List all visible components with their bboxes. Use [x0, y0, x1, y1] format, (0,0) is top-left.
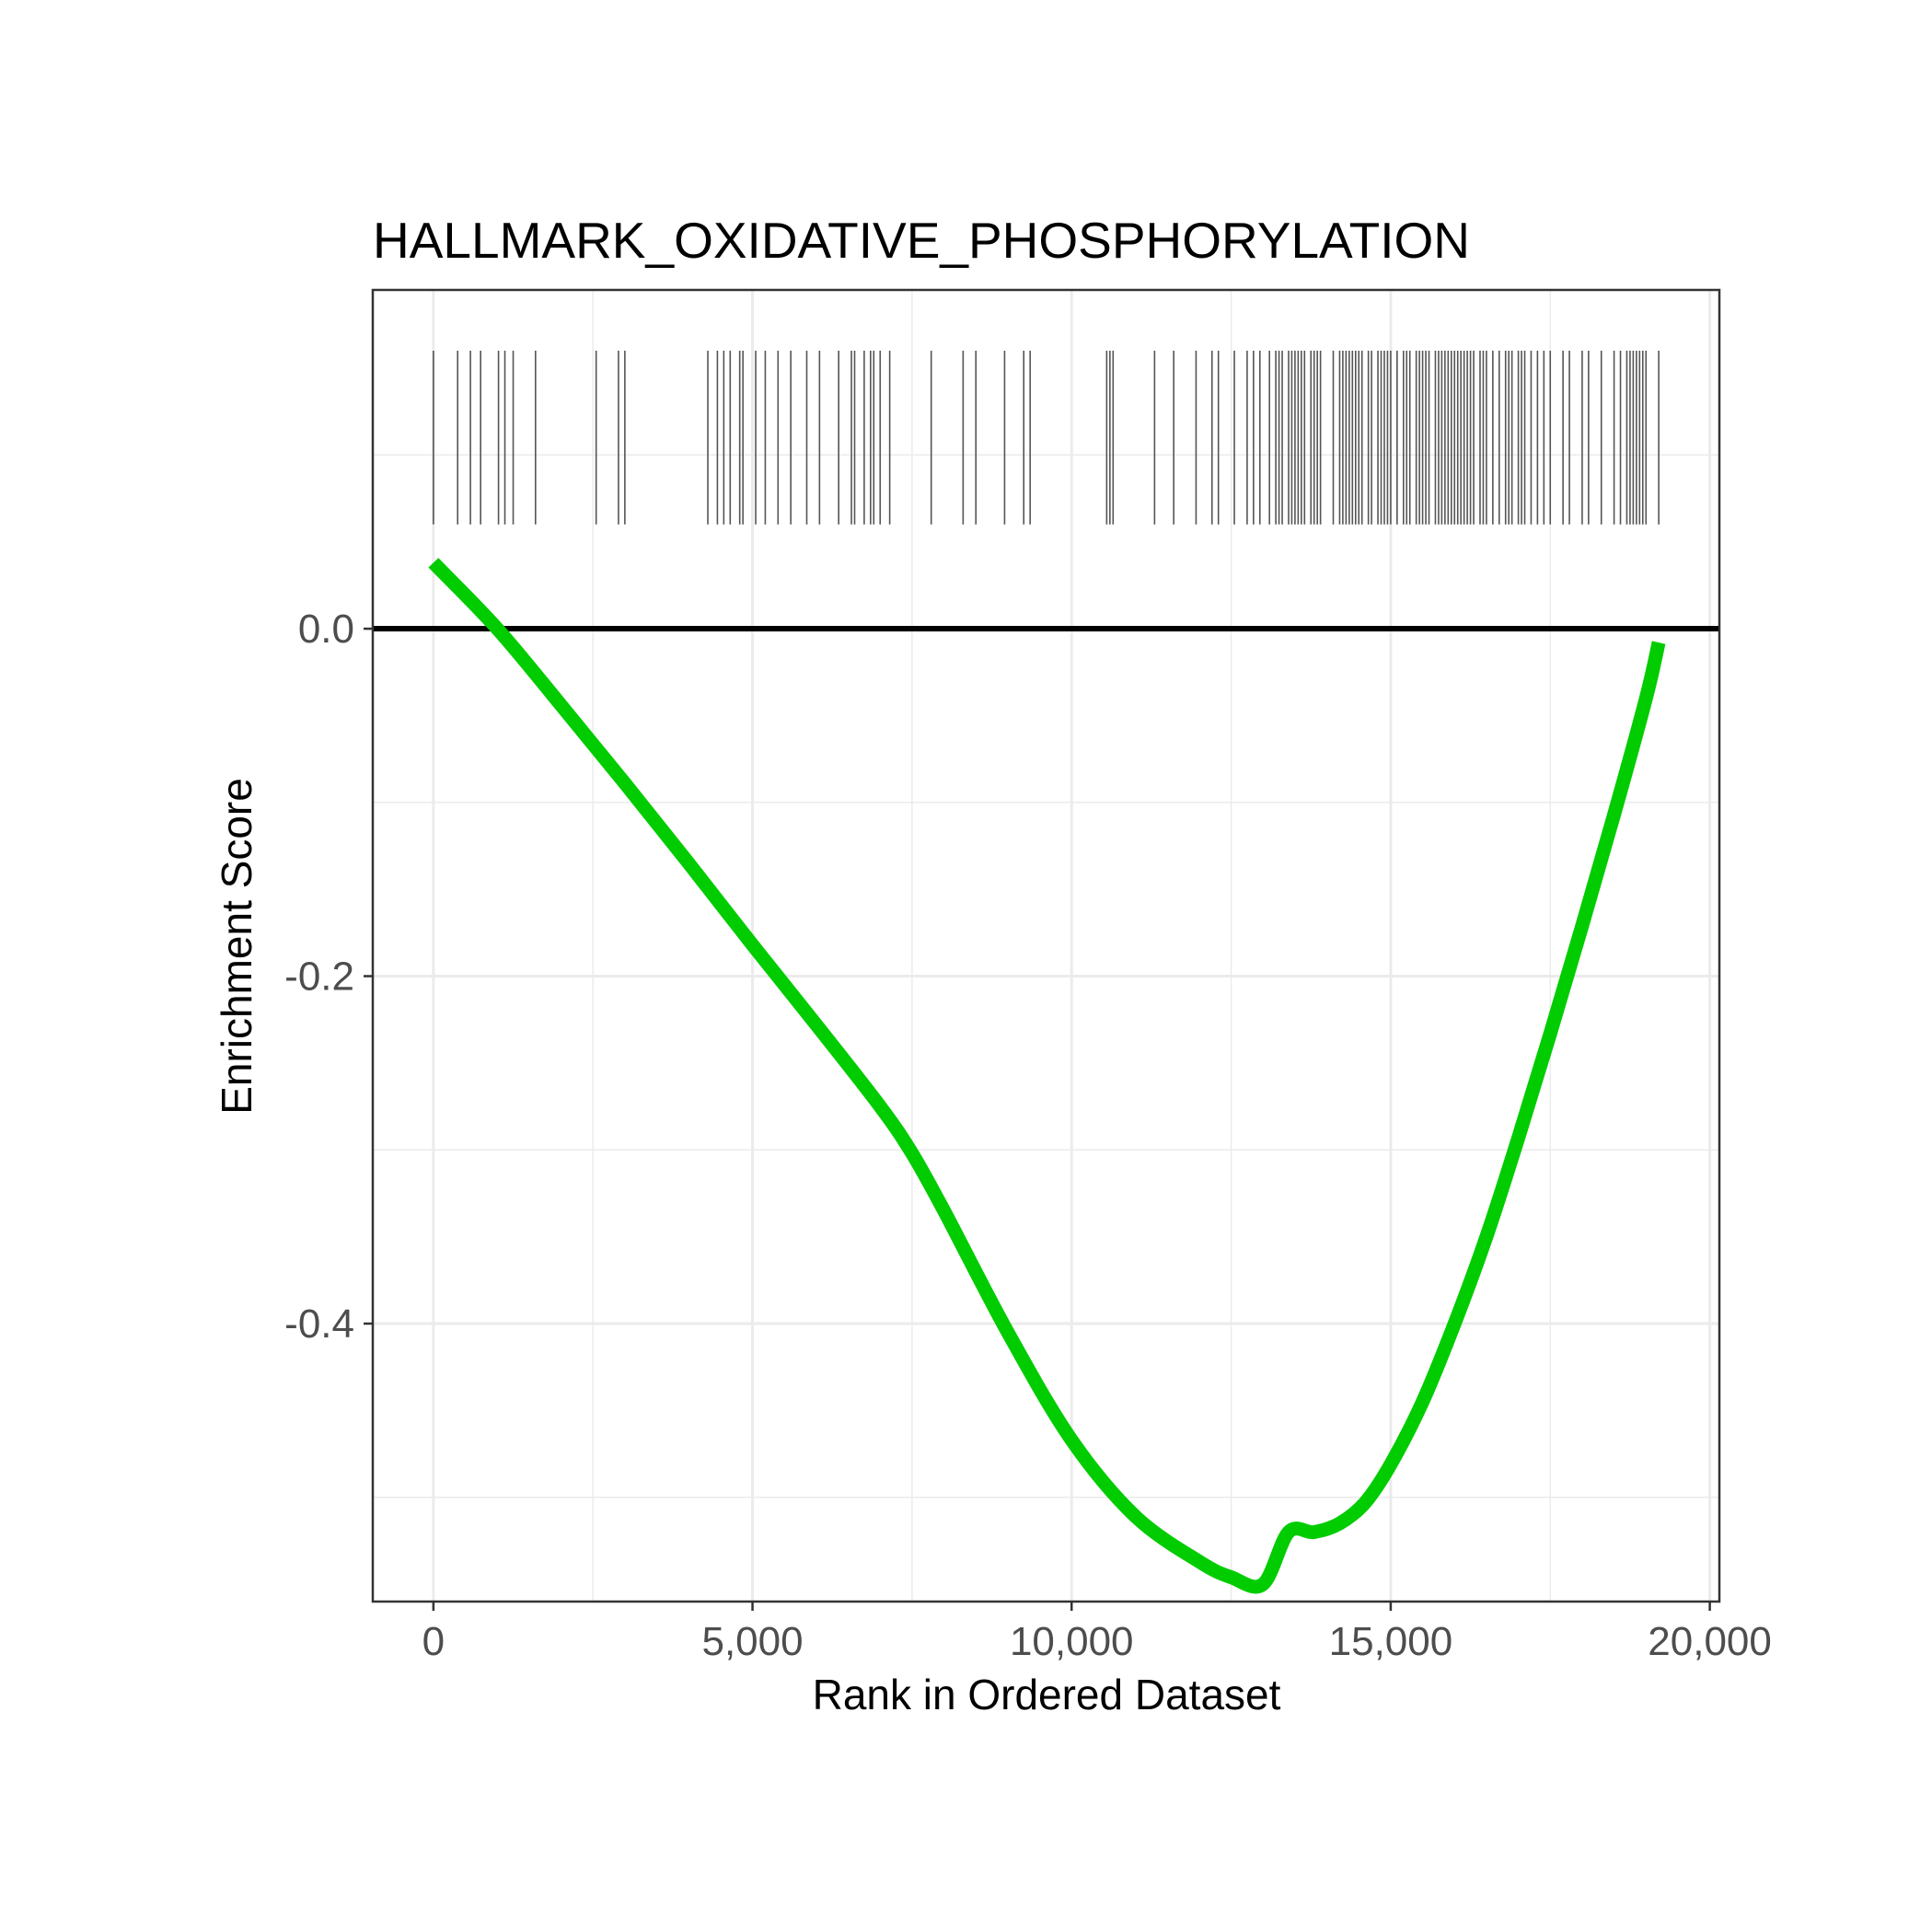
x-tick-label: 5,000 [701, 1619, 803, 1664]
y-tick-label: -0.4 [284, 1301, 354, 1347]
x-tick-label: 10,000 [1010, 1619, 1134, 1664]
x-tick-label: 20,000 [1648, 1619, 1772, 1664]
x-axis-title: Rank in Ordered Dataset [813, 1671, 1281, 1718]
x-tick-label: 0 [422, 1619, 445, 1664]
y-tick-label: 0.0 [298, 607, 354, 652]
axes: 0 5,000 10,000 15,000 20,000 0.0 -0.2 -0.4 [284, 607, 1772, 1664]
y-axis-title: Enrichment Score [213, 778, 260, 1115]
chart-title: HALLMARK_OXIDATIVE_PHOSPHORYLATION [373, 212, 1470, 269]
panel-border [371, 288, 1721, 1603]
enrichment-score-line [428, 558, 1666, 1594]
enrichment-line-layer [428, 558, 1666, 1594]
gene-hit-ticks [433, 351, 1660, 525]
y-tick-label: -0.2 [284, 954, 354, 1000]
x-tick-label: 15,000 [1329, 1619, 1453, 1664]
